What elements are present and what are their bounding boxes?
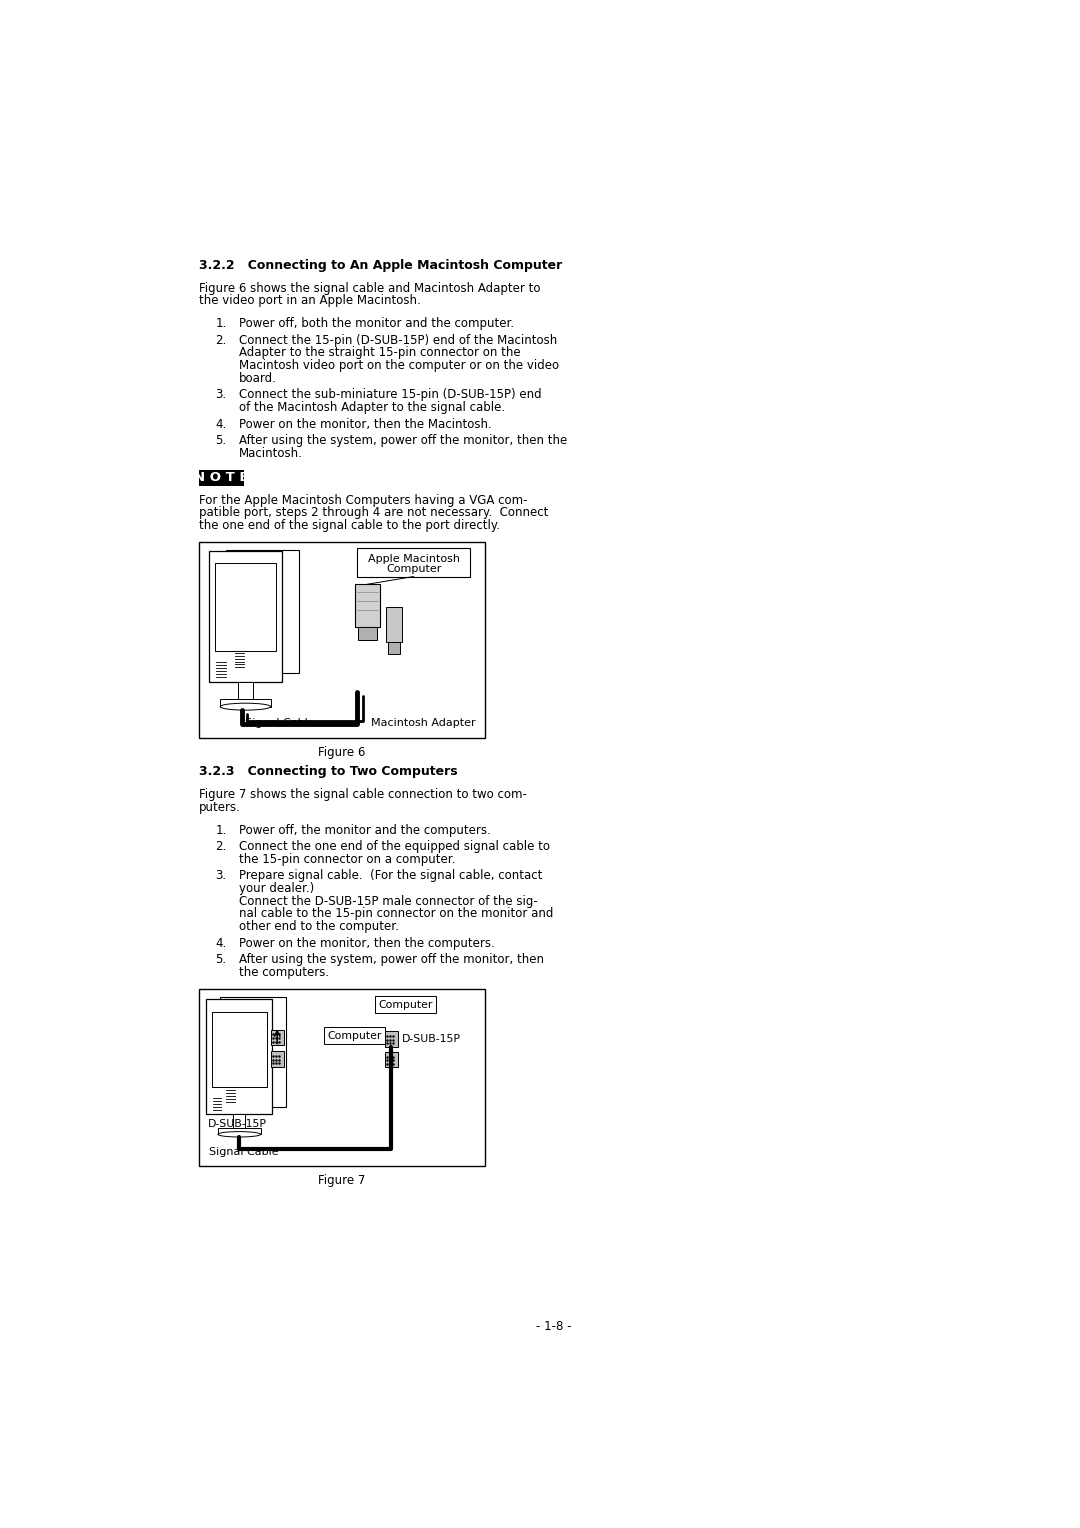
- Bar: [199, 542, 485, 738]
- Text: the computers.: the computers.: [239, 966, 329, 979]
- Bar: [199, 989, 485, 1166]
- Bar: [324, 1027, 384, 1044]
- Text: Power off, the monitor and the computers.: Power off, the monitor and the computers…: [239, 824, 490, 837]
- Bar: [375, 996, 435, 1013]
- Text: nal cable to the 15-pin connector on the monitor and: nal cable to the 15-pin connector on the…: [239, 908, 553, 920]
- Bar: [238, 681, 253, 698]
- Bar: [208, 552, 282, 681]
- Text: Figure 6 shows the signal cable and Macintosh Adapter to: Figure 6 shows the signal cable and Maci…: [199, 281, 540, 295]
- Text: 4.: 4.: [216, 417, 227, 431]
- Text: Power on the monitor, then the computers.: Power on the monitor, then the computers…: [239, 937, 495, 950]
- Bar: [206, 999, 272, 1114]
- Text: 5.: 5.: [216, 434, 227, 448]
- Text: Connect the one end of the equipped signal cable to: Connect the one end of the equipped sign…: [239, 840, 550, 853]
- Text: 2.: 2.: [216, 840, 227, 853]
- Text: Connect the 15-pin (D-SUB-15P) end of the Macintosh: Connect the 15-pin (D-SUB-15P) end of th…: [239, 333, 557, 347]
- Bar: [226, 550, 299, 672]
- Bar: [199, 469, 243, 486]
- Text: the 15-pin connector on a computer.: the 15-pin connector on a computer.: [239, 853, 456, 866]
- Ellipse shape: [220, 703, 271, 711]
- Text: Signal Cable: Signal Cable: [208, 1146, 279, 1157]
- Bar: [220, 998, 286, 1106]
- Text: D-SUB-15P: D-SUB-15P: [402, 1034, 460, 1044]
- Text: the one end of the signal cable to the port directly.: the one end of the signal cable to the p…: [199, 520, 500, 532]
- Text: 3.: 3.: [216, 869, 227, 882]
- Text: other end to the computer.: other end to the computer.: [239, 920, 399, 934]
- Text: of the Macintosh Adapter to the signal cable.: of the Macintosh Adapter to the signal c…: [239, 402, 505, 414]
- Text: After using the system, power off the monitor, then the: After using the system, power off the mo…: [239, 434, 567, 448]
- Text: Adapter to the straight 15-pin connector on the: Adapter to the straight 15-pin connector…: [239, 347, 521, 359]
- Text: - 1-8 -: - 1-8 -: [536, 1320, 571, 1332]
- Text: your dealer.): your dealer.): [239, 882, 314, 895]
- Text: 5.: 5.: [216, 953, 227, 966]
- Text: D-SUB-15P: D-SUB-15P: [207, 1118, 267, 1129]
- Text: 2.: 2.: [216, 333, 227, 347]
- Text: For the Apple Macintosh Computers having a VGA com-: For the Apple Macintosh Computers having…: [199, 494, 527, 507]
- Text: Signal Cable: Signal Cable: [245, 718, 314, 729]
- Text: Macintosh video port on the computer or on the video: Macintosh video port on the computer or …: [239, 359, 559, 373]
- Bar: [271, 1030, 284, 1045]
- Text: N O T E: N O T E: [193, 471, 248, 484]
- Text: Connect the D-SUB-15P male connector of the sig-: Connect the D-SUB-15P male connector of …: [239, 895, 538, 908]
- Bar: [384, 1051, 397, 1068]
- Bar: [388, 642, 400, 654]
- Text: the video port in an Apple Macintosh.: the video port in an Apple Macintosh.: [199, 295, 420, 307]
- Bar: [355, 584, 380, 626]
- Bar: [359, 626, 377, 640]
- Bar: [387, 607, 402, 642]
- Text: Macintosh.: Macintosh.: [239, 446, 302, 460]
- Text: 4.: 4.: [216, 937, 227, 950]
- Text: Macintosh Adapter: Macintosh Adapter: [372, 718, 475, 729]
- Text: Computer: Computer: [378, 999, 433, 1010]
- Text: After using the system, power off the monitor, then: After using the system, power off the mo…: [239, 953, 544, 966]
- Bar: [215, 562, 276, 651]
- Text: patible port, steps 2 through 4 are not necessary.  Connect: patible port, steps 2 through 4 are not …: [199, 506, 548, 520]
- Bar: [384, 1031, 397, 1047]
- Bar: [271, 1051, 284, 1067]
- Bar: [212, 1012, 267, 1088]
- Text: Apple Macintosh: Apple Macintosh: [367, 553, 460, 564]
- Text: Power on the monitor, then the Macintosh.: Power on the monitor, then the Macintosh…: [239, 417, 491, 431]
- Bar: [220, 698, 271, 706]
- Text: Computer: Computer: [327, 1031, 381, 1041]
- Text: Power off, both the monitor and the computer.: Power off, both the monitor and the comp…: [239, 318, 514, 330]
- Text: Figure 6: Figure 6: [319, 746, 366, 759]
- Text: Figure 7: Figure 7: [319, 1174, 366, 1187]
- Text: 3.2.2   Connecting to An Apple Macintosh Computer: 3.2.2 Connecting to An Apple Macintosh C…: [199, 258, 562, 272]
- Text: Computer: Computer: [386, 564, 442, 573]
- Text: 1.: 1.: [216, 318, 227, 330]
- Text: puters.: puters.: [199, 801, 241, 814]
- Text: 3.2.3   Connecting to Two Computers: 3.2.3 Connecting to Two Computers: [199, 766, 457, 778]
- Text: Prepare signal cable.  (For the signal cable, contact: Prepare signal cable. (For the signal ca…: [239, 869, 542, 882]
- Text: board.: board.: [239, 371, 276, 385]
- Text: 3.: 3.: [216, 388, 227, 402]
- Bar: [233, 1114, 245, 1128]
- Ellipse shape: [218, 1132, 260, 1137]
- Bar: [218, 1128, 260, 1134]
- Bar: [357, 549, 470, 576]
- Text: Figure 7 shows the signal cable connection to two com-: Figure 7 shows the signal cable connecti…: [199, 788, 526, 801]
- Text: Connect the sub-miniature 15-pin (D-SUB-15P) end: Connect the sub-miniature 15-pin (D-SUB-…: [239, 388, 541, 402]
- Text: 1.: 1.: [216, 824, 227, 837]
